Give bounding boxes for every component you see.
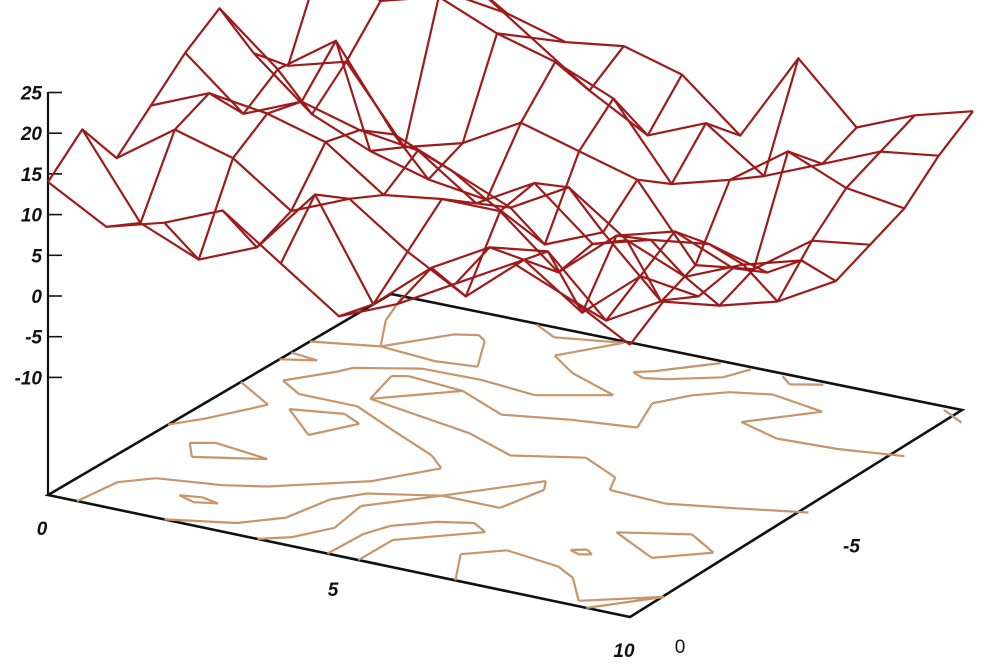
mesh-line [465,0,974,137]
mesh-line [218,7,802,278]
z-tick-label: 5 [31,246,42,267]
mesh-line [279,45,625,264]
mesh-line [629,110,974,346]
z-tick-label: 10 [21,206,43,227]
mesh-line [454,57,800,303]
y-tick-label: 0 [675,637,686,658]
z-tick-label: 20 [20,124,43,145]
surface-mesh [47,0,974,346]
z-tick-label: 25 [20,84,43,105]
z-tick-label: 0 [31,287,42,308]
mesh-line [513,126,858,314]
z-axis-ticks: 25 20 15 10 5 0 -5 -10 [15,84,62,389]
contour-lines [76,295,963,609]
mesh-line [150,92,734,274]
mesh-line [377,0,905,210]
y-axis-ticks: 0-5-10 [675,537,861,659]
mesh-line [47,0,310,183]
z-tick-label: 15 [21,165,43,186]
mesh-line [571,114,916,322]
contour-line [76,323,963,609]
floor-plane [44,292,966,619]
mesh-line [163,0,509,261]
z-tick-label: -5 [25,328,42,349]
x-axis-ticks: 0 5 10 [37,519,635,662]
mesh-line [338,74,683,318]
mesh-line [47,181,631,346]
contour-line [167,295,486,461]
x-tick-label: 10 [613,641,635,662]
mesh-line [184,52,768,274]
mesh-line [221,32,566,249]
x-tick-label: 5 [328,580,339,601]
mesh-line [396,122,741,305]
mesh-line [106,0,399,228]
x-tick-label: 0 [37,519,48,540]
y-tick-label: -5 [843,537,860,558]
contour-line [178,362,905,562]
z-tick-label: -10 [15,368,43,389]
